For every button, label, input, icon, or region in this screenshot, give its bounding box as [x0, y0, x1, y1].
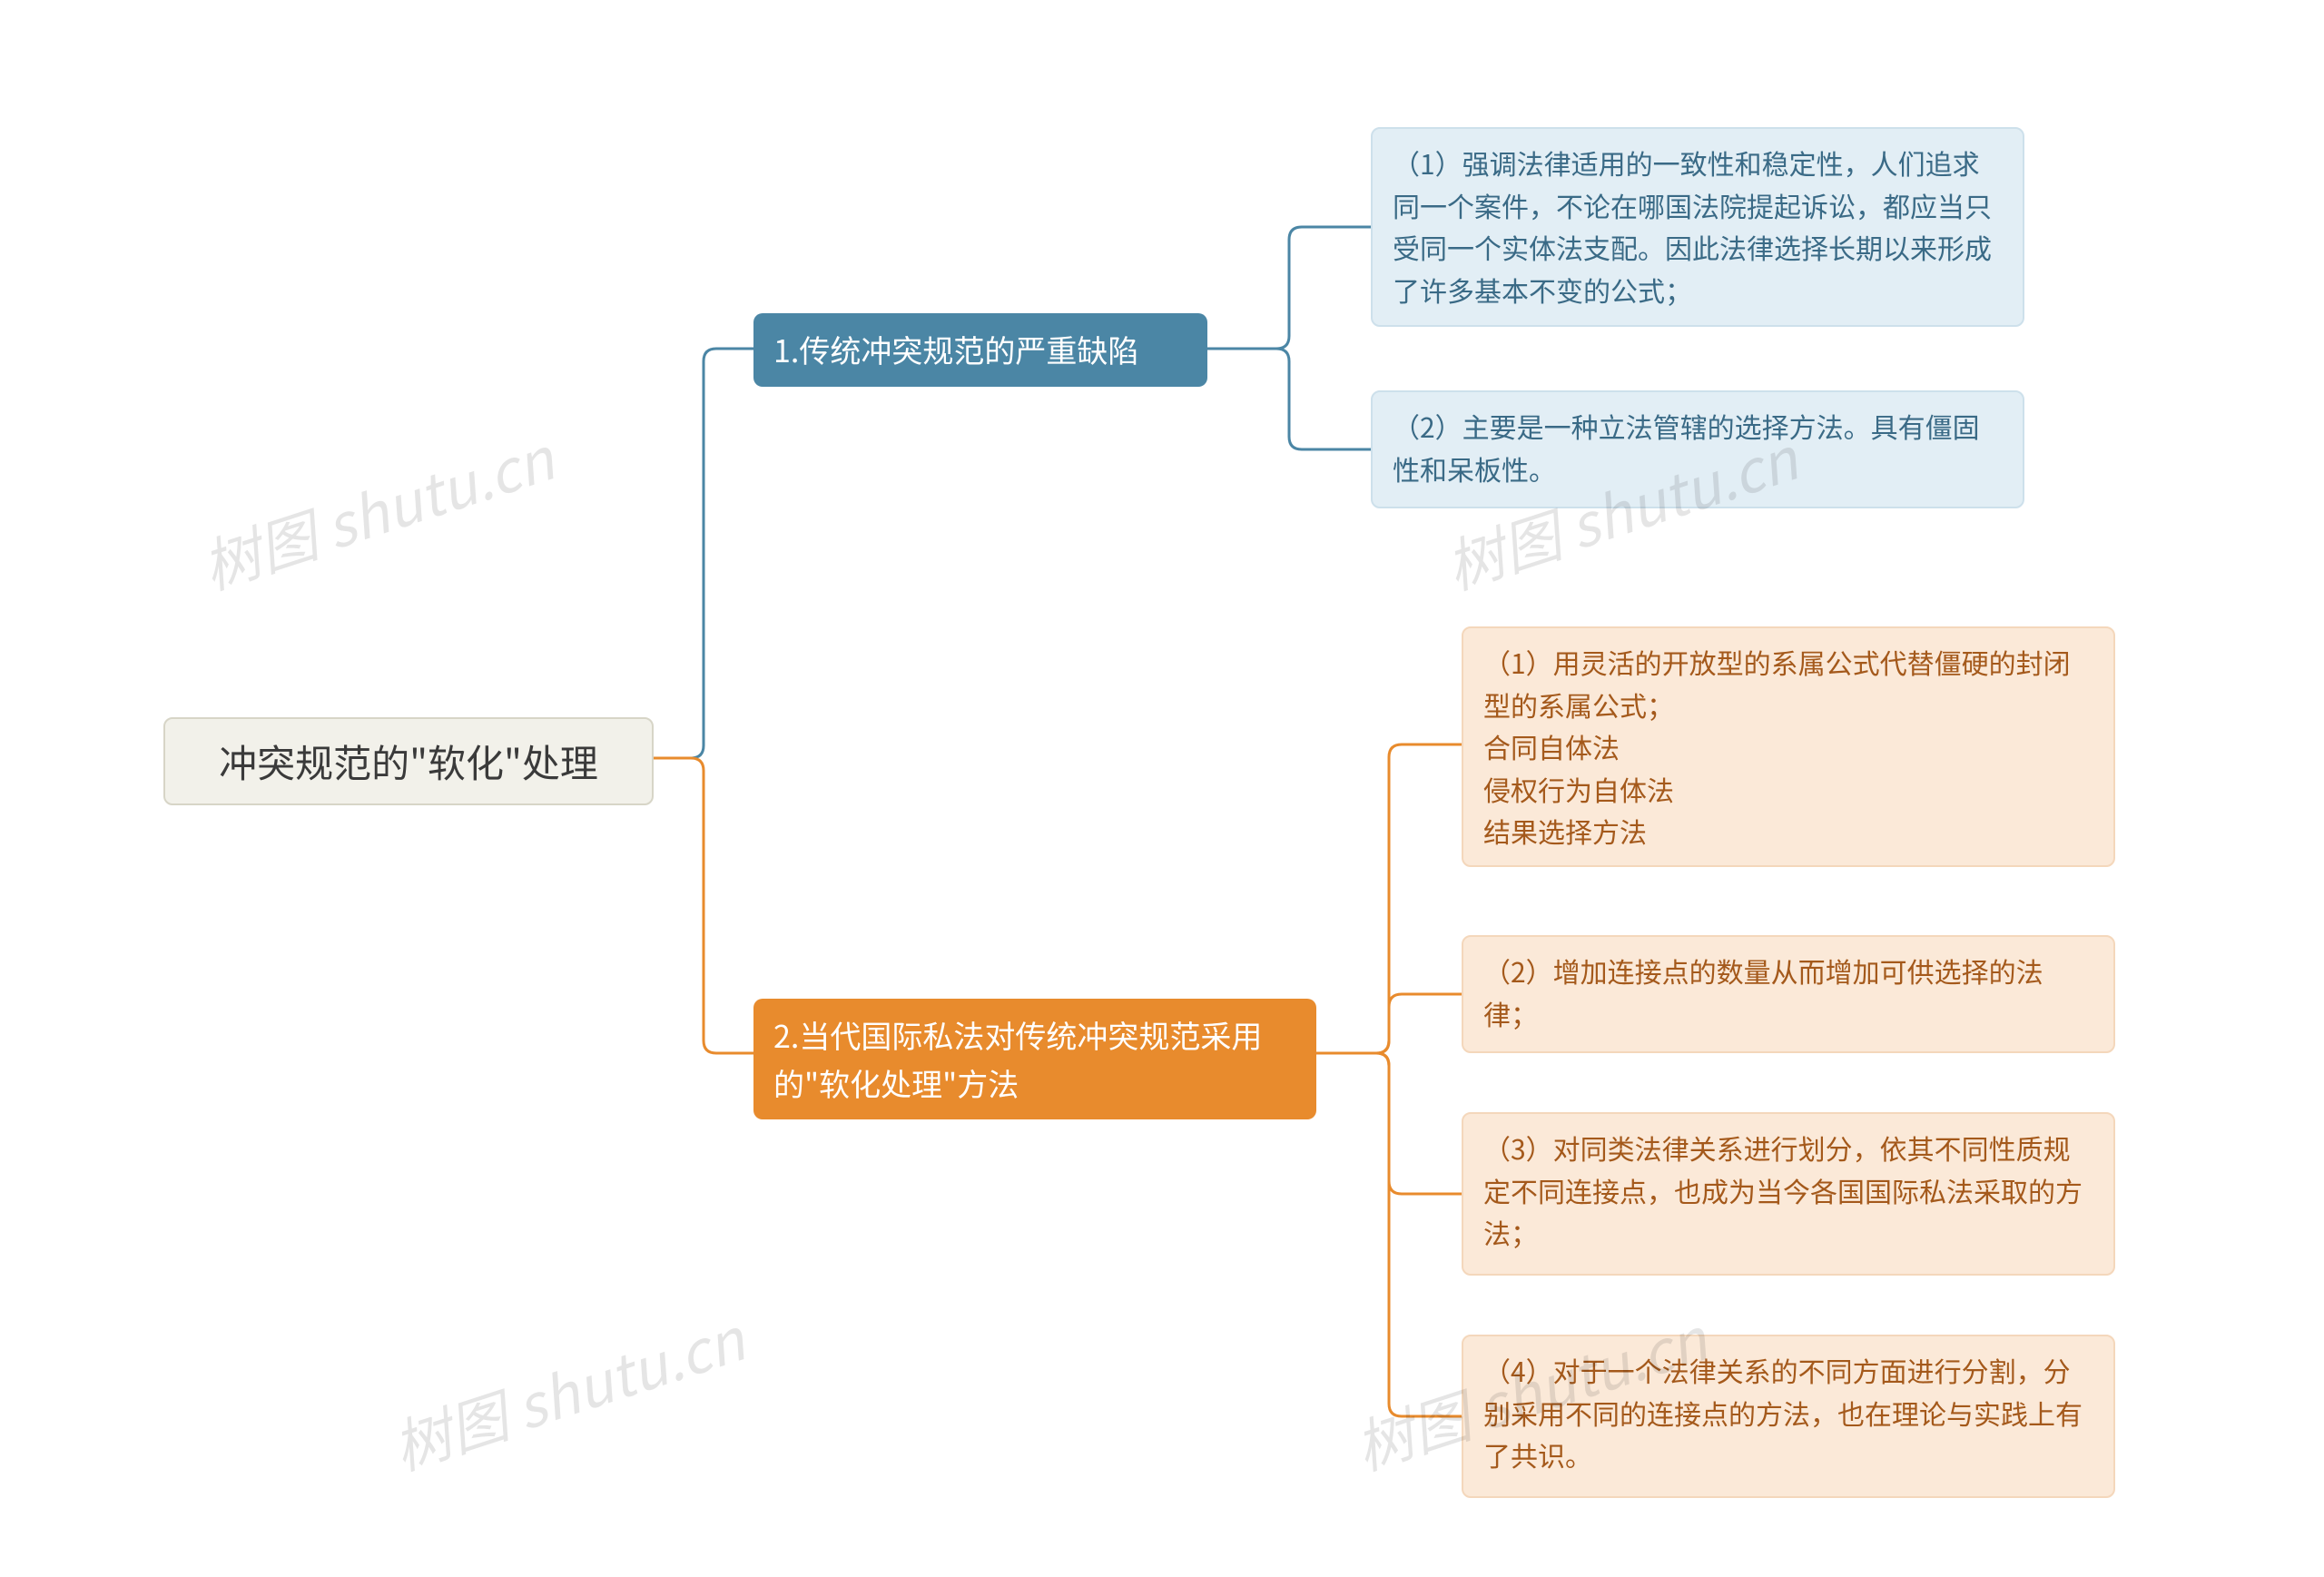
root-node: 冲突规范的"软化"处理 — [163, 717, 654, 805]
branch-2-leaf-1: （1）用灵活的开放型的系属公式代替僵硬的封闭型的系属公式； 合同自体法 侵权行为… — [1462, 626, 2115, 867]
branch-2-leaf-4: （4）对于一个法律关系的不同方面进行分割，分别采用不同的连接点的方法，也在理论与… — [1462, 1335, 2115, 1498]
watermark: 树图 shutu.cn — [381, 1295, 753, 1487]
branch-1-leaf-2: （2）主要是一种立法管辖的选择方法。具有僵固性和呆板性。 — [1371, 390, 2024, 508]
branch-2-leaf-3: （3）对同类法律关系进行划分，依其不同性质规定不同连接点，也成为当今各国国际私法… — [1462, 1112, 2115, 1276]
branch-2-leaf-2: （2）增加连接点的数量从而增加可供选择的法律； — [1462, 935, 2115, 1053]
branch-2: 2.当代国际私法对传统冲突规范采用的"软化处理"方法 — [753, 999, 1316, 1119]
watermark: 树图 shutu.cn — [191, 414, 563, 606]
branch-1: 1.传统冲突规范的严重缺陷 — [753, 313, 1207, 387]
branch-1-leaf-1: （1）强调法律适用的一致性和稳定性，人们追求同一个案件，不论在哪国法院提起诉讼，… — [1371, 127, 2024, 327]
